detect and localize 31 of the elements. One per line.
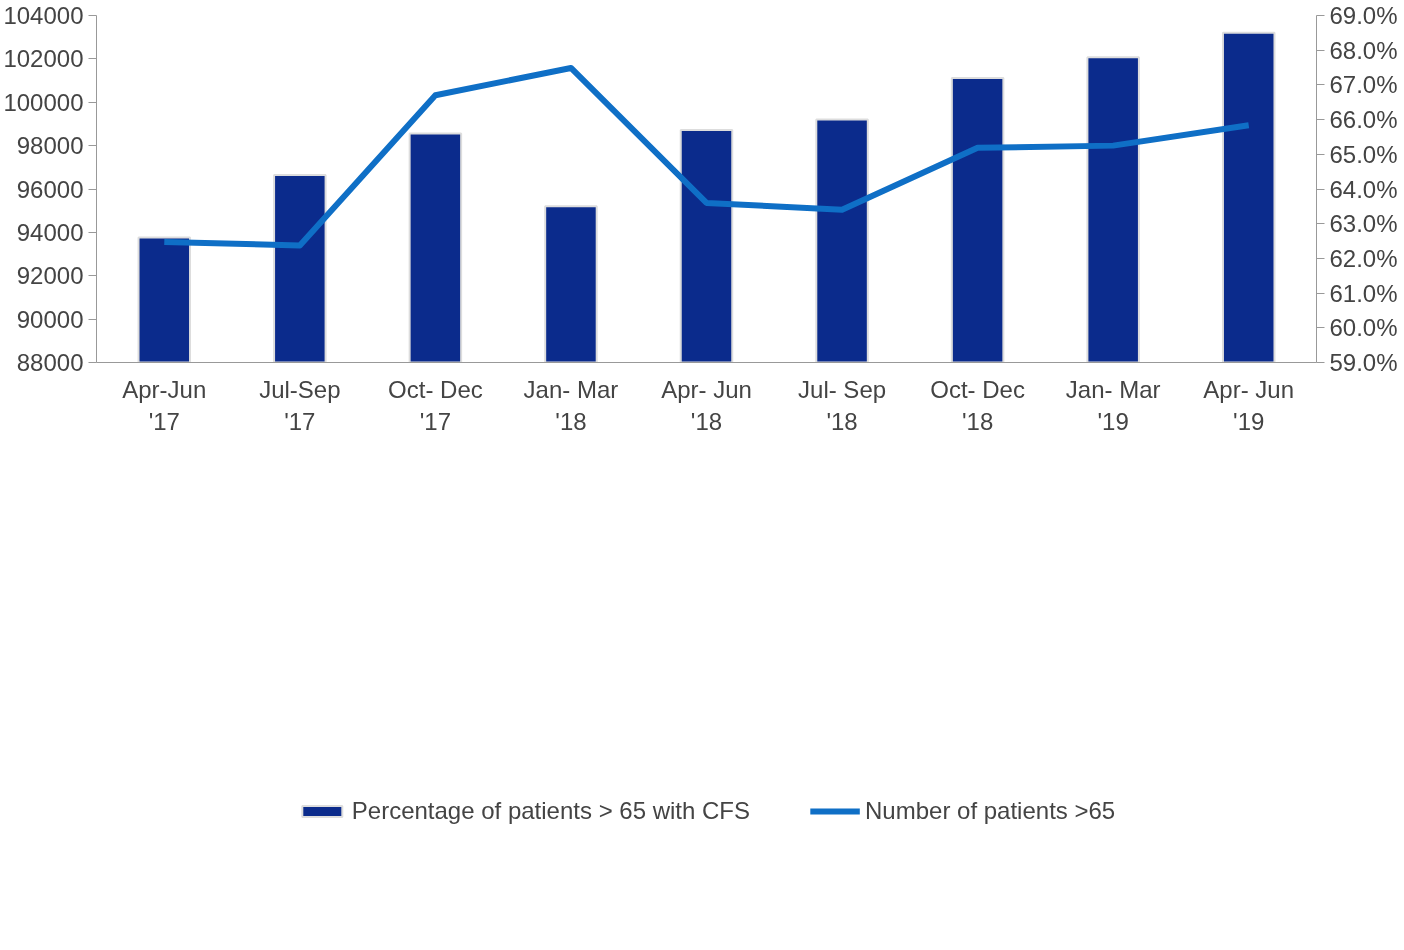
x-tick-label: Apr-Jun '17 (122, 375, 207, 435)
y2-tick-label: 59.0% (1329, 349, 1398, 376)
y-tick-label: 90000 (16, 305, 84, 333)
y-tick-label: 92000 (16, 262, 84, 290)
x-tick-label: Jan- Mar '18 (523, 375, 619, 435)
y2-tick-label: 61.0% (1329, 279, 1398, 307)
y2-tick-label: 60.0% (1329, 314, 1398, 342)
y2-tick-label: 66.0% (1329, 106, 1398, 134)
y2-tick-label: 68.0% (1329, 36, 1398, 64)
legend-label: Number of patients >65 (865, 797, 1116, 825)
x-tick-label: Jul- Sep '18 (798, 375, 887, 435)
y2-tick-label: 69.0% (1329, 2, 1398, 29)
y-tick-label: 94000 (16, 218, 84, 246)
x-tick-label: Jul-Sep '17 (259, 375, 341, 435)
y-tick-label: 98000 (16, 132, 84, 160)
y-tick-label: 102000 (3, 45, 84, 73)
legend-label: Percentage of patients > 65 with CFS (351, 797, 751, 825)
x-tick-label: Apr- Jun '19 (1203, 375, 1295, 435)
y2-tick-label: 67.0% (1329, 71, 1398, 99)
x-tick-label: Oct- Dec '17 (388, 375, 483, 435)
x-tick-label: Oct- Dec '18 (930, 375, 1025, 435)
y-tick-label: 96000 (16, 175, 84, 203)
y2-tick-label: 63.0% (1329, 210, 1398, 238)
y-tick-label: 100000 (3, 88, 84, 116)
y2-tick-label: 64.0% (1329, 175, 1398, 203)
y2-tick-label: 65.0% (1329, 140, 1398, 168)
y2-tick-label: 62.0% (1329, 244, 1398, 272)
x-tick-label: Apr- Jun '18 (661, 375, 752, 435)
x-tick-label: Jan- Mar '19 (1065, 375, 1161, 435)
y-tick-label: 88000 (16, 349, 84, 376)
y-tick-label: 104000 (3, 2, 84, 29)
